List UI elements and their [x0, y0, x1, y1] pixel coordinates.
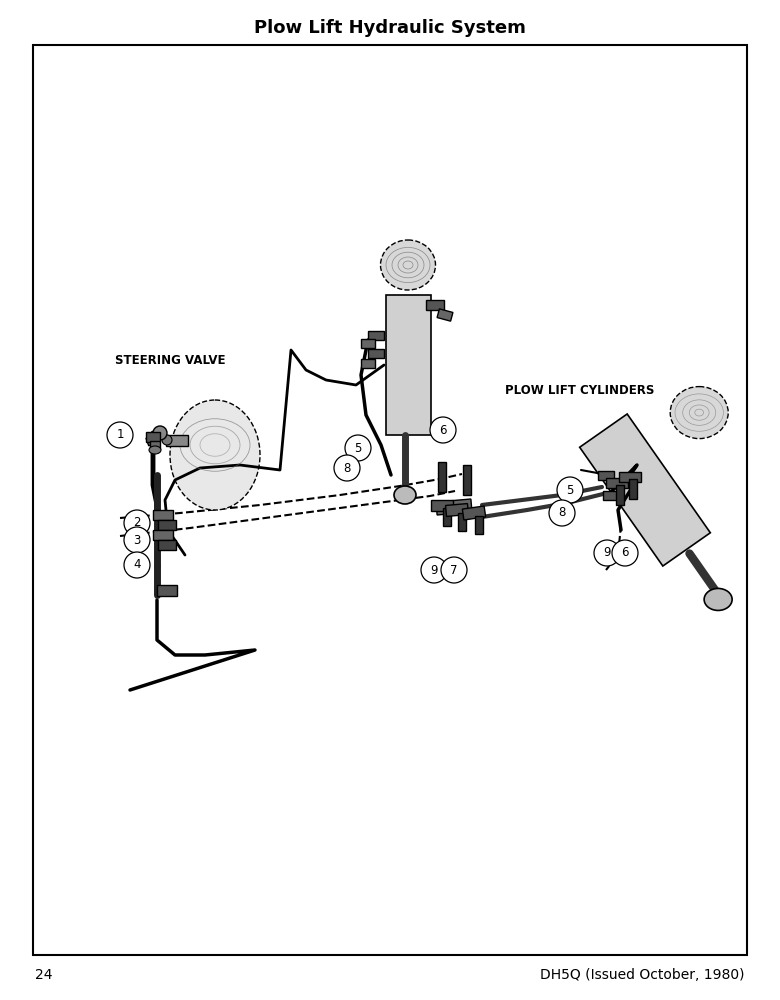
Text: 6: 6 [439, 424, 447, 436]
Polygon shape [153, 510, 173, 520]
Text: PLOW LIFT CYLINDERS: PLOW LIFT CYLINDERS [505, 383, 654, 396]
Polygon shape [158, 520, 176, 530]
Text: 6: 6 [621, 546, 629, 560]
Polygon shape [463, 506, 486, 520]
Ellipse shape [704, 588, 732, 610]
Text: 7: 7 [450, 564, 458, 576]
Text: 24: 24 [35, 968, 52, 982]
Ellipse shape [149, 446, 161, 454]
Polygon shape [368, 349, 384, 358]
Text: 2: 2 [133, 516, 140, 530]
Polygon shape [426, 300, 444, 310]
Polygon shape [606, 478, 628, 488]
Text: 8: 8 [343, 462, 351, 475]
Polygon shape [438, 462, 446, 492]
Polygon shape [146, 434, 160, 446]
Polygon shape [475, 516, 483, 534]
Polygon shape [603, 490, 619, 499]
Polygon shape [361, 359, 375, 367]
Polygon shape [580, 414, 711, 566]
Polygon shape [619, 472, 641, 482]
Polygon shape [445, 504, 469, 516]
Circle shape [334, 455, 360, 481]
Polygon shape [629, 479, 637, 499]
Polygon shape [361, 338, 375, 348]
Polygon shape [150, 441, 160, 449]
Text: 4: 4 [133, 558, 140, 572]
Polygon shape [458, 513, 466, 531]
Polygon shape [431, 499, 453, 510]
Polygon shape [437, 309, 453, 321]
Polygon shape [436, 499, 472, 515]
Circle shape [441, 557, 467, 583]
Text: 9: 9 [603, 546, 611, 560]
Polygon shape [146, 432, 160, 442]
Circle shape [153, 426, 167, 440]
Ellipse shape [394, 486, 416, 504]
Circle shape [594, 540, 620, 566]
Polygon shape [153, 530, 173, 540]
Circle shape [124, 510, 150, 536]
Ellipse shape [670, 387, 729, 439]
Text: 9: 9 [431, 564, 438, 576]
Text: 1: 1 [116, 428, 124, 442]
Circle shape [124, 527, 150, 553]
Circle shape [162, 435, 172, 445]
Circle shape [124, 552, 150, 578]
Polygon shape [385, 295, 431, 435]
Text: Plow Lift Hydraulic System: Plow Lift Hydraulic System [254, 19, 526, 37]
Text: 8: 8 [558, 506, 566, 520]
Polygon shape [443, 508, 451, 526]
Ellipse shape [381, 240, 435, 290]
Polygon shape [368, 330, 384, 340]
Polygon shape [616, 485, 624, 505]
Circle shape [107, 422, 133, 448]
Text: DH5Q (Issued October, 1980): DH5Q (Issued October, 1980) [541, 968, 745, 982]
Text: 5: 5 [354, 442, 362, 454]
Polygon shape [463, 465, 471, 495]
Text: STEERING VALVE: STEERING VALVE [115, 354, 225, 366]
Circle shape [345, 435, 371, 461]
Polygon shape [598, 471, 614, 480]
Circle shape [421, 557, 447, 583]
Polygon shape [166, 434, 188, 446]
Polygon shape [157, 584, 177, 595]
Circle shape [549, 500, 575, 526]
Text: 3: 3 [133, 534, 140, 546]
Circle shape [612, 540, 638, 566]
Ellipse shape [170, 400, 260, 510]
Polygon shape [158, 540, 176, 550]
Circle shape [557, 477, 583, 503]
Text: 5: 5 [566, 484, 573, 496]
Circle shape [430, 417, 456, 443]
